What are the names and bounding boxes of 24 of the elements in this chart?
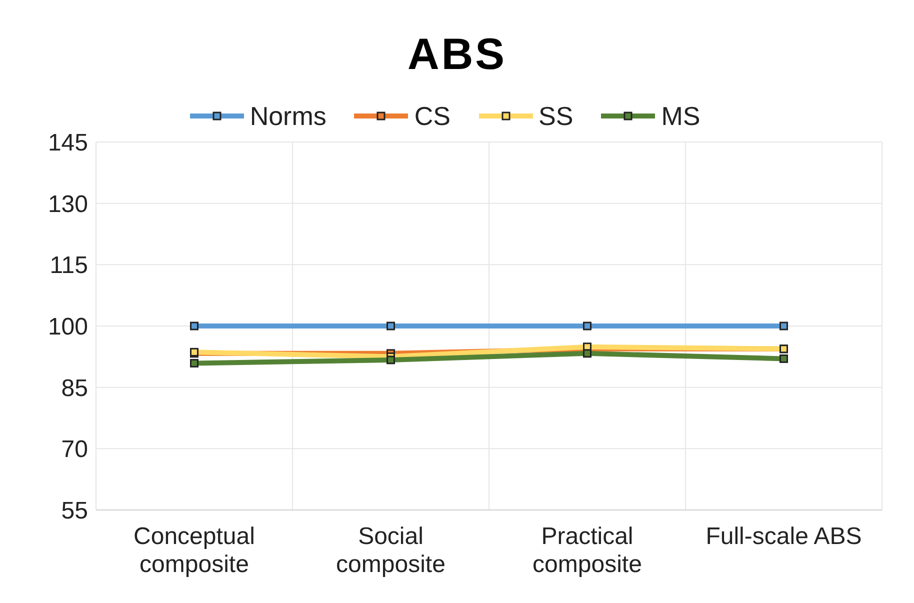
legend-label: CS bbox=[414, 100, 450, 132]
y-tick-label: 130 bbox=[48, 190, 88, 218]
legend-label: Norms bbox=[250, 100, 326, 132]
y-tick-label: 85 bbox=[61, 374, 88, 402]
point bbox=[386, 322, 395, 330]
y-tick-label: 100 bbox=[48, 314, 88, 341]
y-tick-label: 70 bbox=[61, 436, 88, 464]
legend-label: MS bbox=[661, 100, 700, 132]
point bbox=[780, 354, 788, 363]
x-tick-label: Full-scale ABS bbox=[706, 523, 862, 550]
point bbox=[780, 322, 788, 330]
chart-title: ABS bbox=[406, 29, 508, 81]
x-tick-label: Conceptual composite bbox=[134, 523, 255, 578]
y-tick-label: 145 bbox=[48, 130, 88, 157]
legend-label: SS bbox=[538, 100, 574, 132]
point bbox=[190, 358, 198, 368]
x-tick-label: Practical composite bbox=[532, 523, 642, 578]
y-tick-label: 115 bbox=[50, 252, 88, 280]
point bbox=[190, 322, 198, 330]
point bbox=[386, 356, 395, 364]
point bbox=[583, 349, 592, 358]
x-tick-label: Social composite bbox=[336, 523, 446, 578]
point bbox=[583, 322, 592, 330]
y-tick-label: 55 bbox=[61, 498, 88, 525]
